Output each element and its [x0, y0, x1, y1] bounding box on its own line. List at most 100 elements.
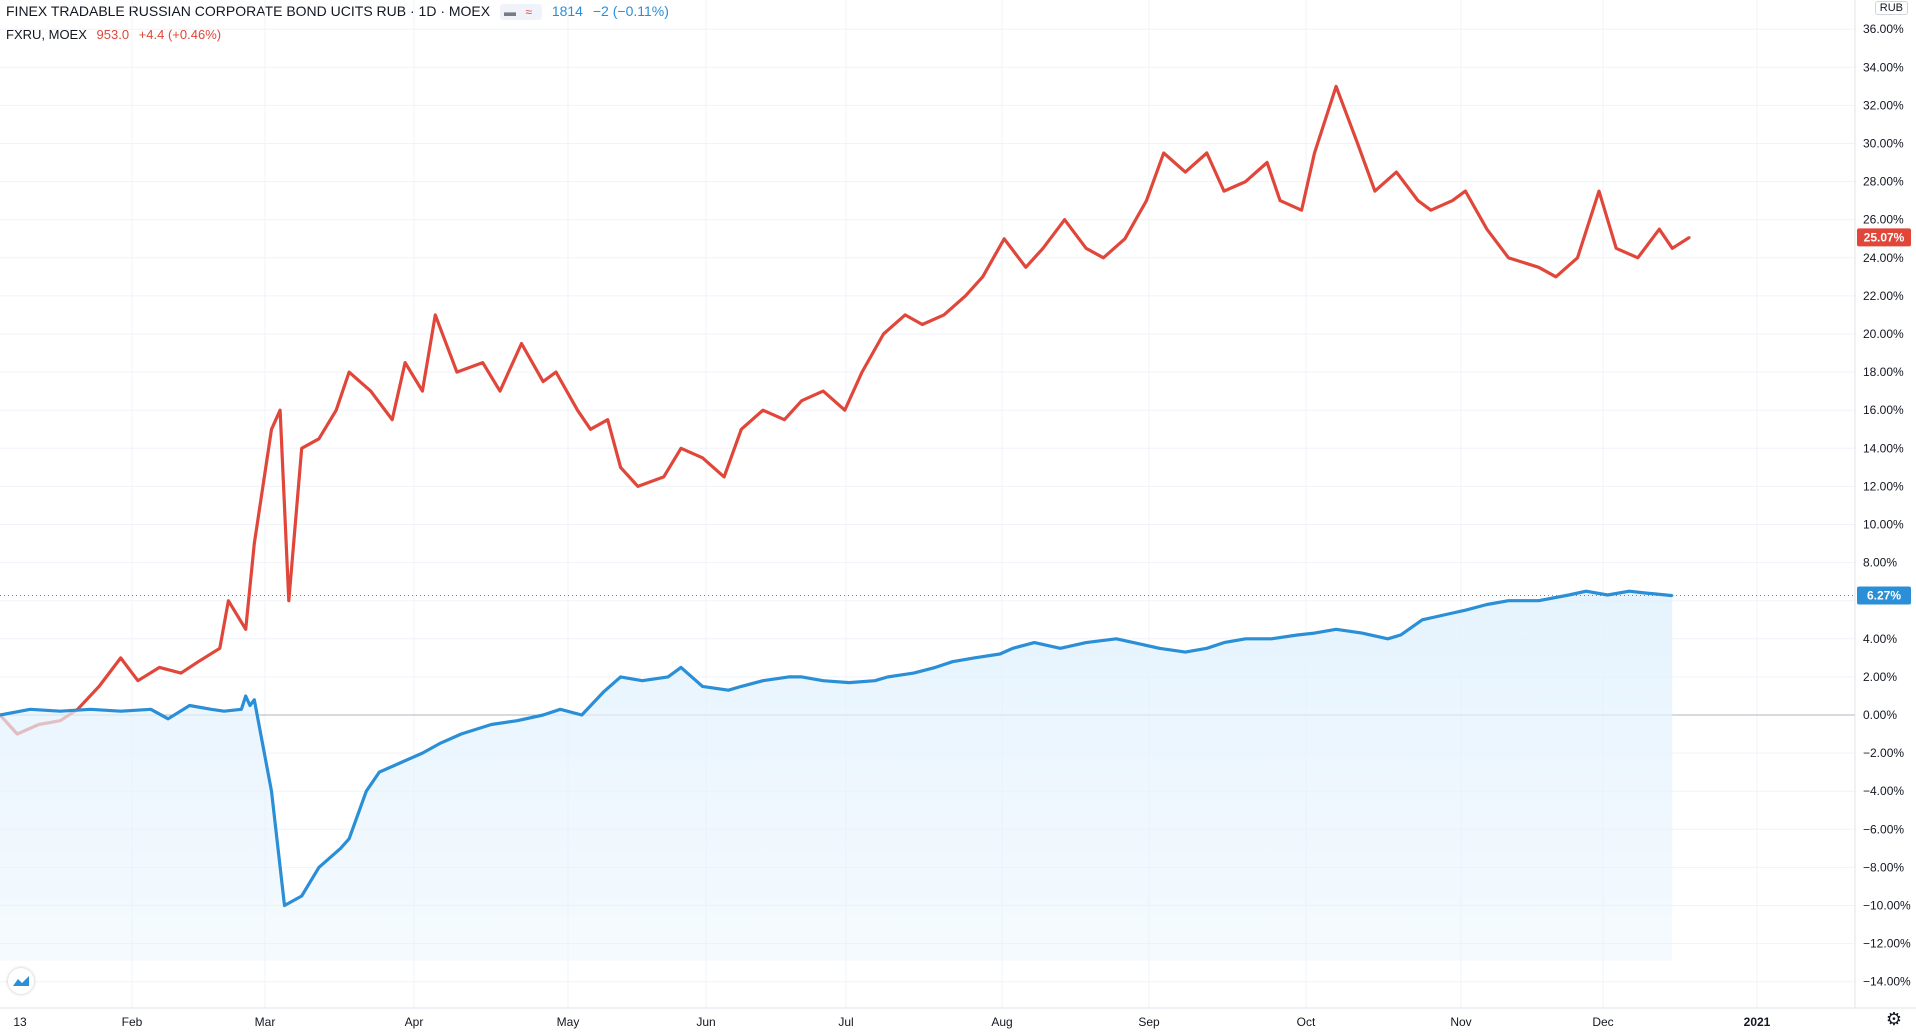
y-tick-label: 30.00%: [1863, 137, 1904, 151]
series-main[interactable]: [0, 589, 1674, 961]
data-point: [1205, 647, 1209, 650]
data-point: [1334, 628, 1338, 631]
data-point: [860, 370, 864, 374]
y-tick-label: 20.00%: [1863, 327, 1904, 341]
data-point: [1658, 228, 1661, 231]
tradingview-logo-icon: [13, 976, 29, 986]
data-point: [1162, 151, 1165, 155]
data-point: [347, 370, 351, 374]
series-fxru[interactable]: [0, 84, 1691, 736]
data-point: [912, 671, 915, 675]
data-point: [800, 675, 803, 679]
data-point: [1447, 612, 1450, 616]
data-point: [0, 713, 2, 717]
data-point: [136, 679, 140, 682]
fxru-last-value-label: 25.07%: [1857, 228, 1911, 247]
data-point: [1537, 266, 1540, 269]
data-point: [1464, 189, 1467, 193]
data-point: [903, 313, 907, 317]
tradingview-logo-button[interactable]: [8, 968, 34, 994]
data-point: [300, 894, 303, 898]
settings-gear-icon[interactable]: ⚙: [1885, 1009, 1902, 1029]
data-point: [740, 685, 743, 688]
data-point: [300, 447, 303, 450]
data-point: [1360, 631, 1364, 635]
data-point: [1451, 199, 1454, 202]
main-change: −2 (−0.11%): [592, 3, 669, 19]
data-point: [270, 428, 273, 431]
data-point: [210, 708, 213, 711]
data-point: [1270, 637, 1273, 640]
series-area-fill: [0, 591, 1673, 961]
y-tick-label: −8.00%: [1863, 860, 1904, 874]
approx-icon[interactable]: ≈: [525, 5, 532, 19]
legend-symbol[interactable]: FXRU, MOEX: [6, 27, 87, 42]
data-point: [1485, 228, 1489, 231]
data-point: [1584, 590, 1588, 593]
data-point: [1356, 142, 1359, 145]
x-tick-label: Aug: [991, 1015, 1012, 1029]
y-tick-label: 4.00%: [1863, 632, 1897, 646]
data-point: [421, 389, 424, 393]
data-point: [1507, 599, 1510, 602]
chart-legend-title-row: FINEX TRADABLE RUSSIAN CORPORATE BOND UC…: [6, 3, 675, 20]
data-point: [378, 770, 381, 774]
x-axis[interactable]: 13 Feb Mar Apr May Jun Jul Aug Sep Oct Nov Dec 2021: [13, 1015, 1770, 1029]
data-point: [1205, 151, 1209, 155]
data-point: [1184, 170, 1187, 174]
data-point: [882, 332, 885, 336]
data-point: [481, 361, 484, 364]
data-point: [541, 713, 545, 717]
y-tick-label: 18.00%: [1863, 365, 1904, 379]
data-point: [1576, 256, 1579, 259]
data-point: [1244, 180, 1247, 183]
data-point: [1084, 641, 1088, 644]
y-tick-label: 34.00%: [1863, 60, 1904, 74]
data-point: [921, 323, 924, 326]
data-point: [636, 485, 640, 488]
data-point: [679, 447, 683, 450]
y-tick-label: 0.00%: [1863, 708, 1897, 722]
y-tick-label: 32.00%: [1863, 98, 1904, 112]
data-point: [119, 710, 122, 713]
data-point: [580, 713, 583, 717]
y-tick-label: −4.00%: [1863, 784, 1904, 798]
data-point: [1024, 266, 1028, 269]
data-point: [701, 685, 704, 688]
currency-label[interactable]: RUB: [1874, 1, 1908, 15]
data-point: [873, 679, 877, 682]
data-point: [822, 389, 825, 393]
y-tick-label: 14.00%: [1863, 441, 1904, 455]
data-point: [606, 418, 609, 421]
data-point: [1554, 275, 1558, 278]
data-point: [244, 694, 247, 698]
data-point: [1063, 218, 1066, 221]
data-point: [740, 428, 743, 431]
x-tick-label: Sep: [1138, 1015, 1160, 1029]
svg-text:25.07%: 25.07%: [1864, 230, 1905, 244]
data-point: [1597, 189, 1601, 193]
data-point: [727, 689, 730, 692]
data-point: [722, 475, 726, 479]
minus-icon[interactable]: ▬: [504, 5, 516, 19]
data-point: [1265, 161, 1269, 164]
data-point: [1628, 590, 1631, 593]
data-point: [339, 847, 342, 850]
data-point: [1300, 209, 1303, 212]
y-tick-label: −10.00%: [1863, 899, 1911, 913]
compare-toggle-pill[interactable]: ▬ ≈: [500, 4, 542, 20]
data-point: [149, 708, 152, 711]
data-point: [666, 675, 670, 679]
y-tick-label: 2.00%: [1863, 670, 1897, 684]
data-point: [1003, 237, 1006, 240]
y-tick-label: 26.00%: [1863, 213, 1904, 227]
chart-title: FINEX TRADABLE RUSSIAN CORPORATE BOND UC…: [6, 3, 491, 19]
data-point: [391, 418, 394, 421]
data-point: [1386, 637, 1390, 640]
data-point: [253, 698, 256, 701]
data-point: [822, 679, 825, 682]
x-tick-label: 13: [13, 1015, 27, 1029]
data-point: [783, 418, 786, 421]
y-axis[interactable]: 36.00% 34.00% 32.00% 30.00% 28.00% 26.00% 24.0…: [1863, 22, 1911, 989]
